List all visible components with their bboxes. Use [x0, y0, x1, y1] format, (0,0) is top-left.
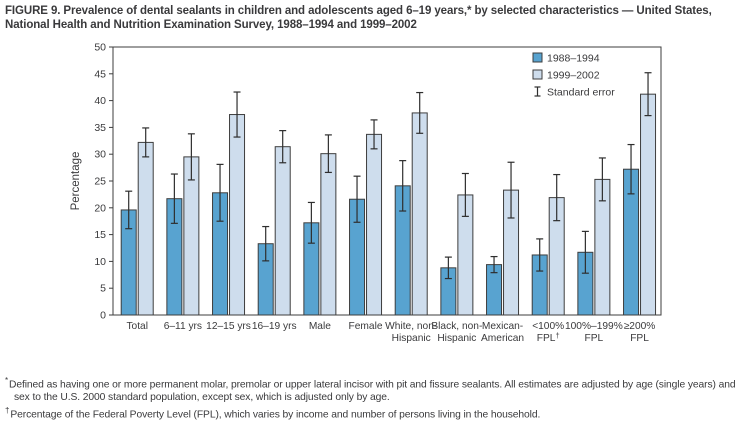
x-tick-label: FPL: [585, 333, 604, 344]
x-tick-label: Mexican-: [482, 321, 523, 332]
x-tick-label: FPL†: [537, 331, 560, 344]
bar-1999-2002: [274, 146, 291, 316]
x-tick-label: ≥200%: [624, 321, 656, 332]
x-tick-label: 100%–199%: [565, 321, 623, 332]
y-tick-label: 45: [94, 68, 106, 80]
y-tick-label: 35: [94, 122, 106, 134]
bar-1999-2002: [640, 93, 657, 316]
y-tick-label: 15: [94, 229, 106, 241]
bar-1999-2002: [137, 141, 154, 316]
x-tick-label: Hispanic: [392, 333, 431, 344]
x-tick-label: White, non-: [385, 321, 437, 332]
y-tick-label: 0: [100, 310, 106, 322]
y-tick-label: 25: [94, 176, 106, 188]
x-tick-label: American: [481, 333, 524, 344]
y-tick-label: 30: [94, 149, 106, 161]
figure-title: FIGURE 9. Prevalence of dental sealants …: [5, 5, 712, 31]
y-tick-label: 20: [94, 202, 106, 214]
x-tick-label: Hispanic: [437, 333, 476, 344]
footnote-asterisk: *Defined as having one or more permanent…: [5, 374, 736, 404]
legend-label: 1988–1994: [547, 53, 600, 65]
x-tick-label: 6–11 yrs: [164, 321, 202, 332]
y-tick-label: 40: [94, 95, 106, 107]
footnote-marker: †: [5, 406, 10, 416]
x-tick-label: Female: [349, 321, 383, 332]
footnote-dagger: †Percentage of the Federal Poverty Level…: [5, 404, 736, 421]
legend-swatch-1988-1994: [532, 52, 543, 63]
x-tick-label: Male: [309, 321, 331, 332]
footnote-marker: *: [5, 376, 9, 385]
legend-swatch-1999-2002: [532, 69, 543, 80]
x-tick-label: 16–19 yrs: [252, 321, 297, 332]
footnote-text: Defined as having one or more permanent …: [9, 379, 736, 404]
x-tick-label: 12–15 yrs: [206, 321, 251, 332]
x-tick-label: Black, non-: [431, 321, 482, 332]
legend-label: 1999–2002: [547, 70, 600, 82]
footnote-text: Percentage of the Federal Poverty Level …: [10, 409, 541, 421]
x-tick-label: Total: [126, 321, 148, 332]
legend-label: Standard error: [547, 87, 615, 99]
footnotes: *Defined as having one or more permanent…: [5, 374, 736, 421]
x-tick-label: FPL: [630, 333, 649, 344]
bar-1999-2002: [366, 133, 383, 316]
bar-1999-2002: [183, 156, 200, 316]
bar-1999-2002: [320, 153, 337, 316]
x-tick-label: <100%: [532, 321, 564, 332]
y-tick-label: 5: [100, 283, 106, 295]
y-tick-label: 50: [94, 42, 106, 54]
y-axis-label: Percentage: [70, 152, 82, 211]
y-tick-label: 10: [94, 256, 106, 268]
bar-1999-2002: [411, 112, 428, 316]
bar-1999-2002: [229, 114, 246, 316]
sealants-bar-chart: 0 5 10 15 20 25 30 35 40 45 50 Percentage Total 6–11 …: [70, 42, 662, 344]
